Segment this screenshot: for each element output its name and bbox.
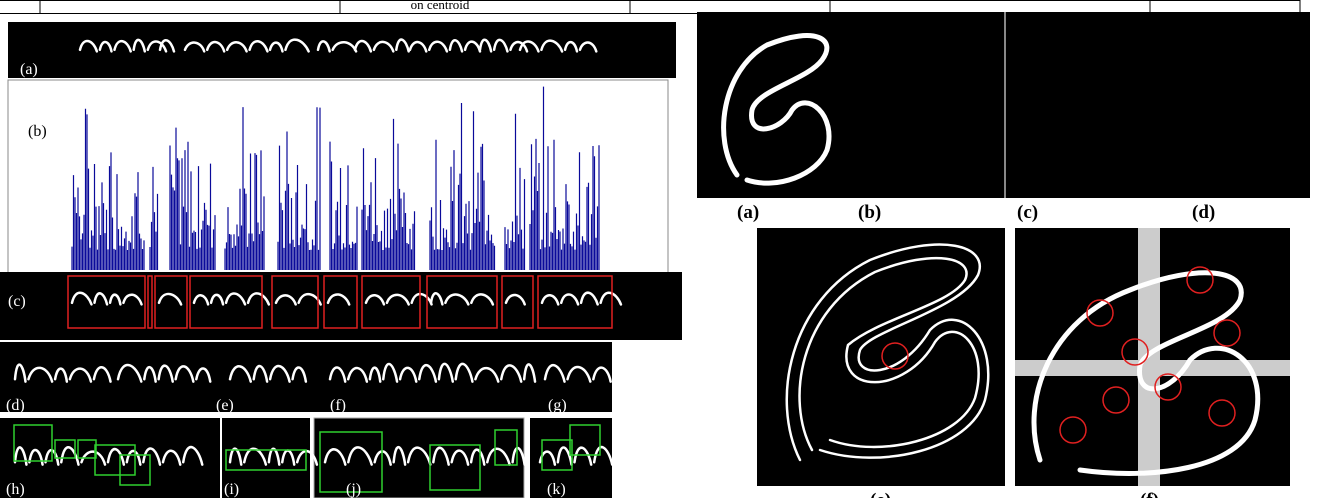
panel-label: (d)	[1192, 202, 1215, 223]
table-fragment: on centroid	[0, 0, 1300, 14]
panel-label: (h)	[6, 481, 25, 498]
panel-label: (b)	[858, 202, 881, 223]
panel-label: (d)	[6, 397, 25, 414]
panel-label: (a)	[20, 61, 38, 78]
panel-label: (i)	[224, 481, 239, 498]
panel-label: (j)	[346, 481, 361, 498]
panel-label: (c)	[1017, 202, 1038, 223]
panel-label: (e)	[216, 397, 234, 414]
panel-label: (g)	[548, 397, 567, 414]
page: on centroid (a) (b) (c) (d) (e) (f) (g) …	[0, 0, 1320, 498]
panel-label: (e)	[870, 490, 891, 498]
panel-label: (a)	[737, 202, 759, 223]
caption-fragment: on centroid	[411, 0, 470, 12]
panel-label: (k)	[547, 481, 566, 498]
figure: on centroid (a) (b) (c) (d) (e) (f) (g) …	[0, 0, 1320, 498]
panel-label: (c)	[8, 293, 26, 310]
panel-label: (b)	[28, 123, 47, 140]
panel-label: (f)	[1140, 490, 1159, 498]
word-strip	[0, 272, 682, 340]
panel-label: (f)	[330, 397, 346, 414]
